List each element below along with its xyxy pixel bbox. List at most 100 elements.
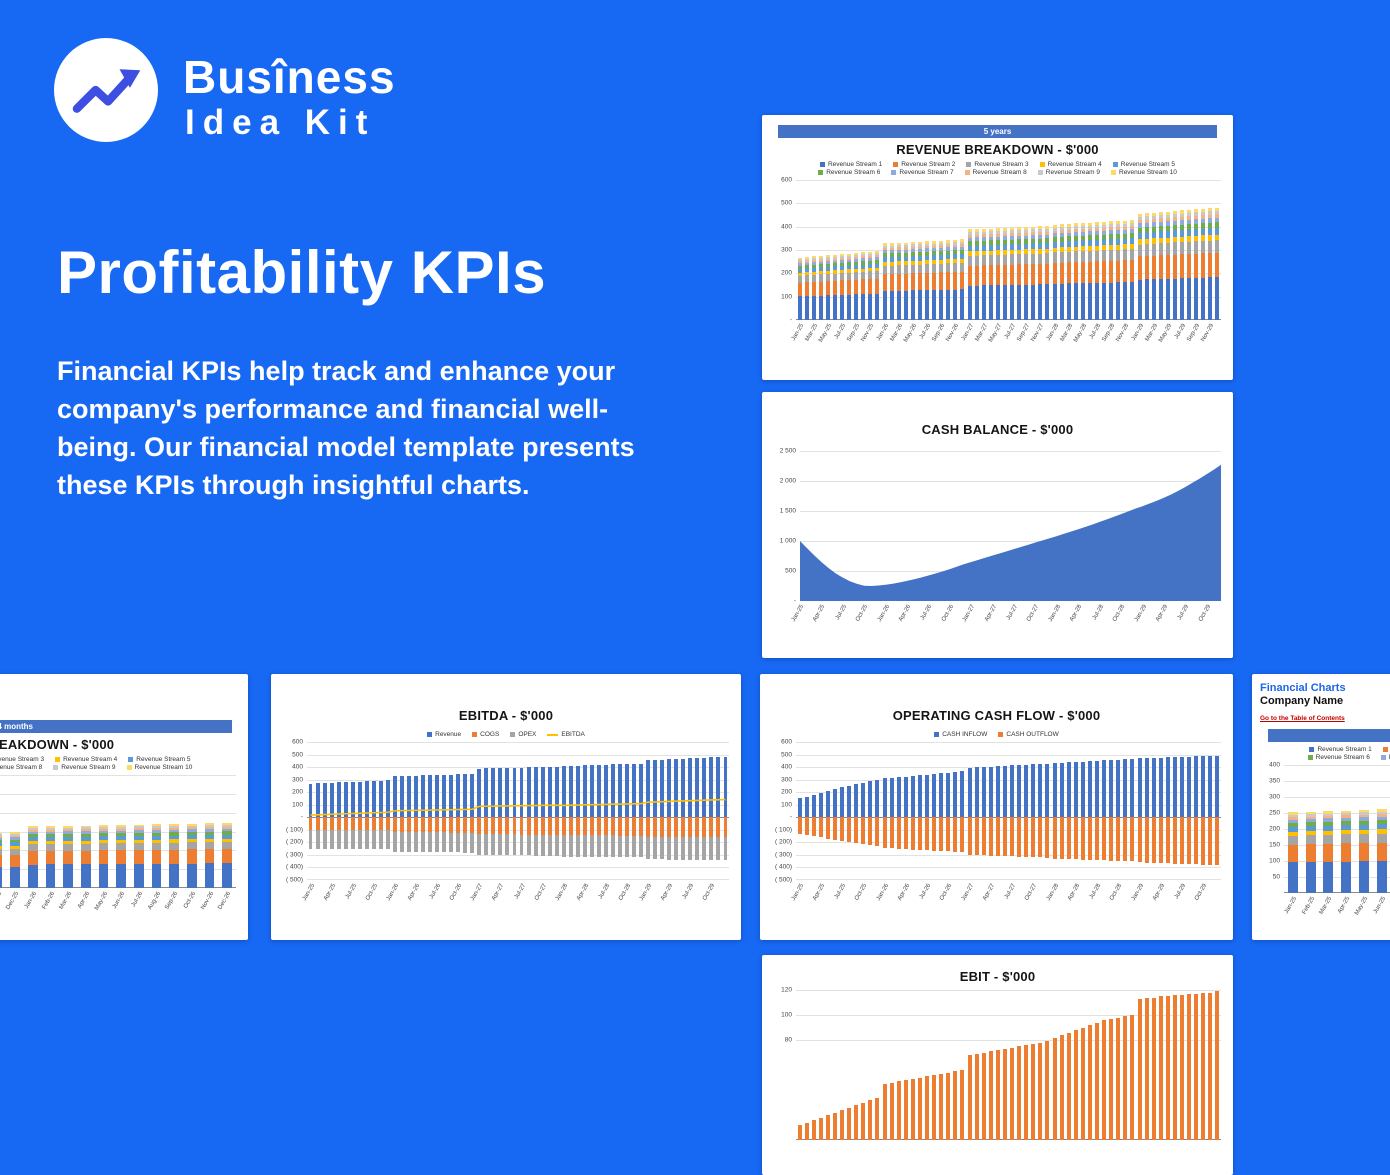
- bar: [428, 832, 433, 853]
- bar: [917, 775, 922, 818]
- bar-segment: [946, 263, 951, 273]
- bar-segment: [1052, 252, 1057, 263]
- stacked-bar: [811, 256, 816, 320]
- bar-segment: [995, 265, 1000, 286]
- x-tick-label: Apr-26: [898, 604, 913, 623]
- bar-segment: [1215, 210, 1220, 215]
- bar-segment: [1109, 249, 1114, 261]
- bar: [407, 832, 411, 852]
- bar: [1080, 817, 1085, 860]
- bar: [917, 817, 922, 850]
- bar-segment: [1024, 243, 1029, 250]
- bar: [350, 817, 355, 831]
- bar-segment: [1073, 226, 1078, 230]
- bar: [995, 817, 1000, 856]
- bar-segment: [847, 294, 852, 320]
- bar-segment: [910, 256, 915, 261]
- bar-segment: [1045, 248, 1050, 254]
- legend-square-swatch: [893, 162, 899, 167]
- x-tick-label: Jan-25: [790, 323, 805, 342]
- bar: [1208, 992, 1213, 1140]
- bar-segment: [0, 836, 3, 838]
- bar: [1031, 1043, 1036, 1140]
- legend-item: Revenue Stream 10: [126, 764, 192, 771]
- x-tick-label: May-27: [987, 323, 1004, 344]
- bar: [1109, 1018, 1114, 1140]
- bar: [1187, 756, 1192, 818]
- bar-segment: [967, 251, 972, 256]
- bar: [385, 780, 390, 818]
- bar-segment: [1358, 843, 1369, 862]
- stacked-bar: [1172, 210, 1177, 320]
- bar-segment: [1130, 238, 1135, 245]
- bar: [561, 766, 566, 818]
- bar-segment: [981, 255, 986, 266]
- bar-segment: [204, 842, 215, 850]
- bar-segment: [1358, 820, 1369, 825]
- bar-segment: [0, 867, 3, 888]
- bar: [868, 781, 873, 818]
- bar: [470, 832, 475, 853]
- bar-segment: [45, 827, 56, 830]
- bar-segment: [1109, 282, 1114, 320]
- bar-segment: [925, 251, 929, 256]
- bar: [1102, 817, 1107, 861]
- bar-segment: [854, 261, 859, 265]
- bar-segment: [1137, 223, 1142, 228]
- bar-segment: [1215, 240, 1220, 253]
- bar-segment: [1017, 227, 1022, 231]
- bar-segment: [1059, 227, 1064, 231]
- bar-segment: [1208, 208, 1213, 212]
- bar-segment: [151, 826, 162, 829]
- y-tick-label: 600: [781, 176, 792, 184]
- x-tick-label: Mar-25: [1318, 896, 1334, 916]
- bar: [442, 832, 447, 853]
- chart-legend: Revenue COGS OPEX EBITDA: [271, 731, 741, 738]
- bar-segment: [151, 863, 162, 888]
- revenue-breakdown-5y-panel: 5 years REVENUE BREAKDOWN - $'000 Revenu…: [762, 115, 1233, 380]
- bar-segment: [861, 256, 866, 259]
- bar-segment: [27, 834, 38, 838]
- bar-segment: [1305, 862, 1316, 893]
- stacked-bar: [932, 241, 937, 320]
- bar-segment: [903, 252, 908, 257]
- stacked-bar: [840, 253, 844, 320]
- bar-segment: [1123, 220, 1128, 224]
- bar-segment: [1017, 284, 1022, 320]
- bar-segment: [932, 243, 937, 246]
- bar-segment: [1116, 224, 1121, 228]
- bar-segment: [222, 841, 233, 850]
- bar-segment: [45, 837, 56, 841]
- bar-segment: [967, 265, 972, 286]
- stacked-bar: [98, 825, 109, 888]
- x-tick-label: Jan-25: [301, 883, 316, 902]
- bar-segment: [1017, 254, 1022, 265]
- stacked-bar: [797, 257, 802, 320]
- bar: [688, 817, 693, 838]
- bar-segment: [1201, 208, 1206, 212]
- bar-segment: [932, 245, 937, 249]
- bar-segment: [1080, 231, 1085, 236]
- bar-segment: [988, 265, 993, 286]
- stacked-bar: [1059, 224, 1064, 320]
- bar-segment: [1305, 811, 1316, 815]
- bar-segment: [1187, 236, 1192, 242]
- legend-line-swatch: [547, 733, 559, 736]
- bar-segment: [80, 840, 91, 844]
- bar-segment: [222, 863, 233, 888]
- table-of-contents-link[interactable]: Go to the Table of Contents: [1260, 715, 1345, 722]
- bar-segment: [1323, 834, 1334, 844]
- bar: [610, 817, 615, 836]
- bar: [1137, 817, 1142, 863]
- bar-segment: [1187, 209, 1192, 213]
- chart-title: REVENUE BREAKDOWN - $'000: [896, 142, 1099, 157]
- bar-segment: [861, 279, 866, 295]
- legend-label: Revenue Stream 3: [974, 161, 1029, 168]
- bar-segment: [1323, 811, 1334, 814]
- bar: [364, 817, 369, 831]
- bar-segment: [169, 839, 180, 843]
- period-header: 5 years: [778, 125, 1217, 138]
- mini-revenue-chart: 400 350 300 250 200 150 100 50 Jan-25 Feb-25 Mar-2…: [1260, 762, 1390, 931]
- bar-segment: [932, 241, 937, 244]
- bar-segment: [882, 250, 887, 254]
